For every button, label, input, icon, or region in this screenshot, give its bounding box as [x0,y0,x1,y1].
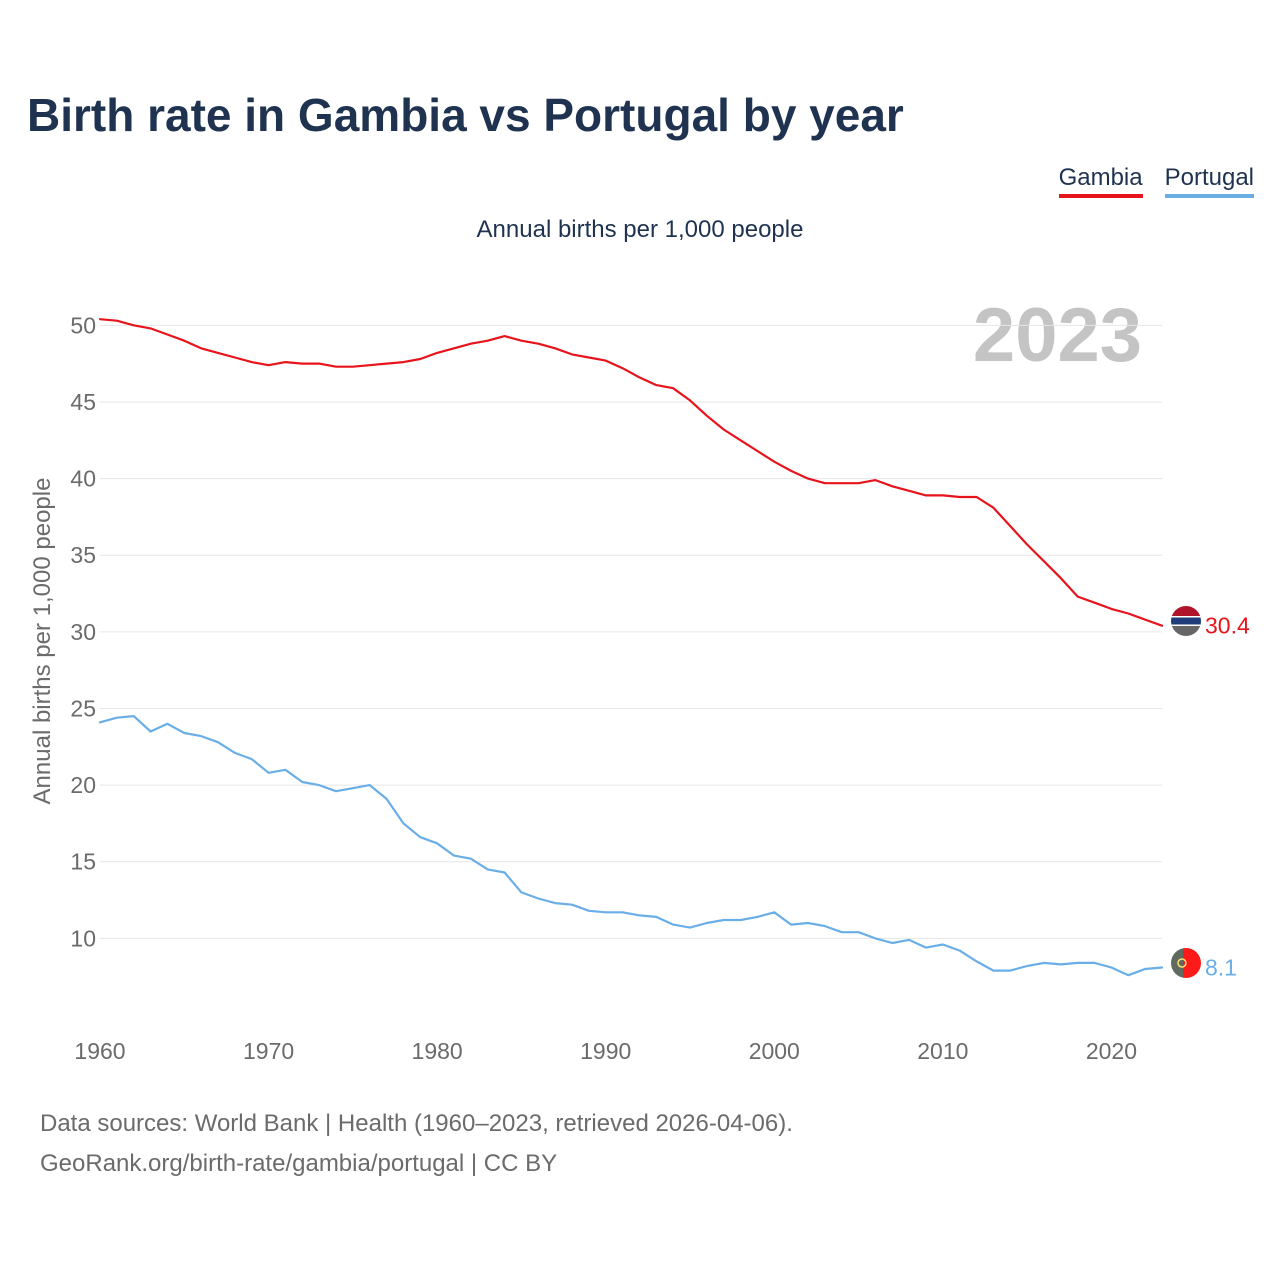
end-value-label-gambia: 30.4 [1205,613,1250,639]
gambia-flag-icon [1171,606,1201,636]
y-tick-label: 25 [70,695,96,721]
y-tick-label: 30 [70,619,96,645]
series-line-gambia [98,318,1164,627]
y-tick-label: 35 [70,542,96,568]
y-tick-label: 50 [70,312,96,338]
chart-subtitle: Annual births per 1,000 people [476,216,804,243]
chart-title: Birth rate in Gambia vs Portugal by year [27,89,904,141]
x-tick-label: 2020 [1086,1038,1137,1064]
y-axis-label: Annual births per 1,000 people [29,478,56,805]
footer-sources: Data sources: World Bank | Health (1960–… [40,1110,793,1137]
legend: Gambia Portugal [1058,164,1254,198]
series-line-portugal [98,715,1164,977]
x-tick-label: 2010 [917,1038,968,1064]
footer: Data sources: World Bank | Health (1960–… [40,1104,793,1184]
x-tick-label: 1980 [412,1038,463,1064]
y-tick-label: 20 [70,772,96,798]
year-watermark: 2023 [972,293,1142,378]
end-value-label-portugal: 8.1 [1205,954,1237,980]
legend-item-gambia[interactable]: Gambia [1058,164,1143,198]
legend-item-portugal[interactable]: Portugal [1164,164,1254,198]
x-tick-label: 2000 [749,1038,800,1064]
x-tick-label: 1960 [74,1038,125,1064]
y-tick-label: 15 [70,849,96,875]
y-tick-label: 10 [70,925,96,951]
y-tick-label: 40 [70,466,96,492]
x-tick-label: 1970 [243,1038,294,1064]
y-tick-label: 45 [70,389,96,415]
portugal-flag-icon [1171,948,1201,978]
x-tick-label: 1990 [580,1038,631,1064]
footer-credit: GeoRank.org/birth-rate/gambia/portugal |… [40,1150,558,1177]
